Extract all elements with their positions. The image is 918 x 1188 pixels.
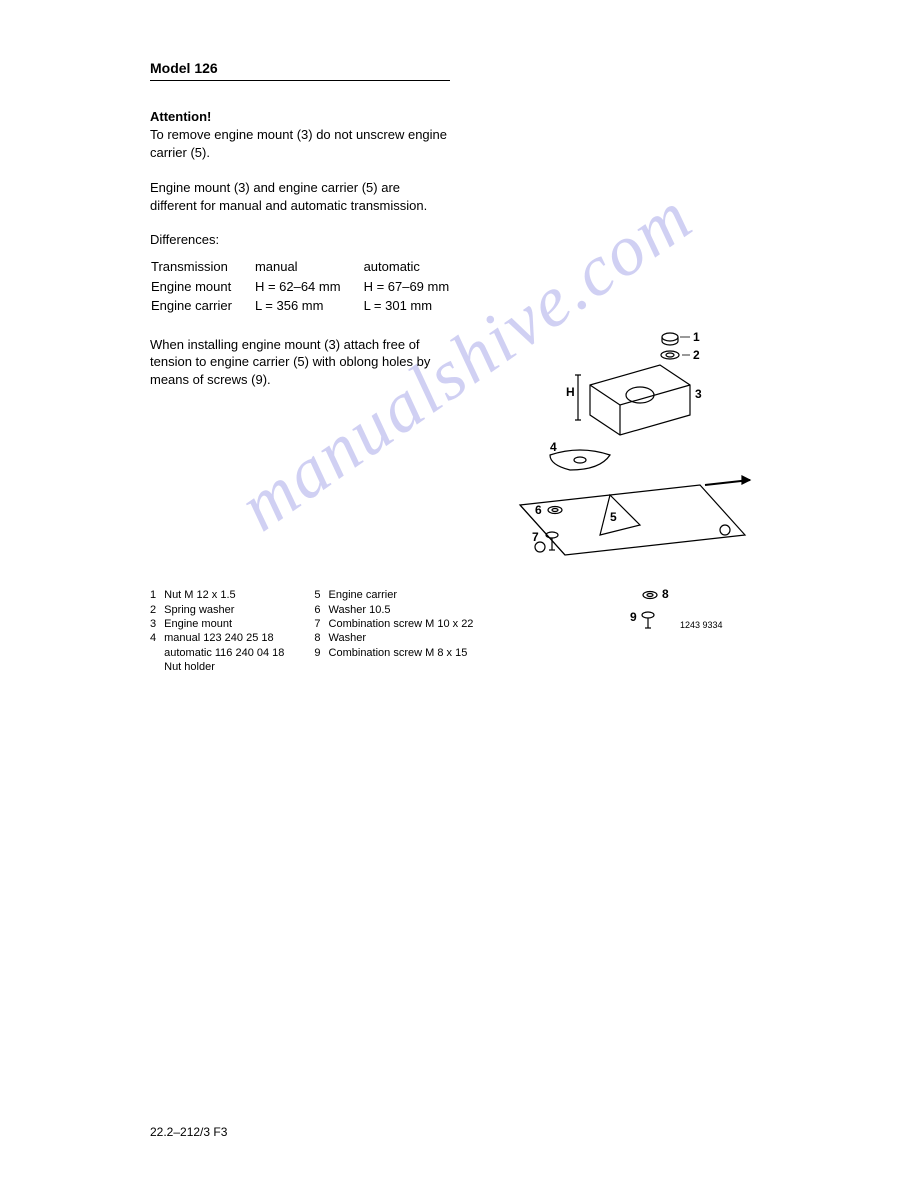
differences-table: Transmission manual automatic Engine mou… — [150, 257, 471, 316]
parts-left-nums: 1 2 3 4 — [150, 588, 156, 674]
diagram-label-8: 8 — [662, 587, 669, 601]
parts-left-items: Nut M 12 x 1.5 Spring washer Engine moun… — [164, 588, 284, 674]
figure-id: 1243 9334 — [680, 620, 723, 630]
part-item: manual 123 240 25 18 — [164, 631, 284, 645]
para-remove: To remove engine mount (3) do not unscre… — [150, 126, 450, 161]
part-item: Washer — [329, 631, 474, 645]
table-cell: Engine mount — [150, 277, 254, 297]
diagram-label-9: 9 — [630, 610, 637, 624]
table-cell: H = 67–69 mm — [363, 277, 472, 297]
part-num: 2 — [150, 603, 156, 617]
table-cell: H = 62–64 mm — [254, 277, 363, 297]
para-install: When installing engine mount (3) attach … — [150, 336, 450, 389]
part-num: 3 — [150, 617, 156, 631]
diagram-label-2: 2 — [693, 348, 700, 362]
part-num: 6 — [314, 603, 320, 617]
page-footer: 22.2–212/3 F3 — [150, 1125, 227, 1139]
part-item: Combination screw M 10 x 22 — [329, 617, 474, 631]
parts-right-nums: 5 6 7 8 9 — [314, 588, 320, 674]
table-cell: Engine carrier — [150, 296, 254, 316]
diagram-label-h: H — [566, 385, 575, 399]
page-title: Model 126 — [150, 60, 450, 81]
table-cell: manual — [254, 257, 363, 277]
attention-heading: Attention! — [150, 109, 770, 124]
diagram-label-4: 4 — [550, 440, 557, 454]
diagram-label-6: 6 — [535, 503, 542, 517]
part-num: 1 — [150, 588, 156, 602]
exploded-diagram: 1 2 3 4 5 6 7 8 9 H 1243 9334 — [490, 325, 760, 635]
part-item: Combination screw M 8 x 15 — [329, 646, 474, 660]
part-item: Engine carrier — [329, 588, 474, 602]
parts-right-column: 5 6 7 8 9 Engine carrier Washer 10.5 Com… — [314, 588, 473, 674]
part-num: 8 — [314, 631, 320, 645]
part-num: 5 — [314, 588, 320, 602]
differences-label: Differences: — [150, 232, 770, 247]
part-item: Spring washer — [164, 603, 284, 617]
table-cell: L = 356 mm — [254, 296, 363, 316]
part-item: Engine mount — [164, 617, 284, 631]
table-cell: Transmission — [150, 257, 254, 277]
table-cell: L = 301 mm — [363, 296, 472, 316]
part-item: Washer 10.5 — [329, 603, 474, 617]
diagram-svg — [490, 325, 760, 635]
table-cell: automatic — [363, 257, 472, 277]
table-row: Engine mount H = 62–64 mm H = 67–69 mm — [150, 277, 471, 297]
table-row: Engine carrier L = 356 mm L = 301 mm — [150, 296, 471, 316]
diagram-label-5: 5 — [610, 510, 617, 524]
diagram-label-1: 1 — [693, 330, 700, 344]
parts-right-items: Engine carrier Washer 10.5 Combination s… — [329, 588, 474, 674]
part-item: Nut holder — [164, 660, 284, 674]
part-num: 7 — [314, 617, 320, 631]
para-diff-intro: Engine mount (3) and engine carrier (5) … — [150, 179, 450, 214]
diagram-label-7: 7 — [532, 530, 539, 544]
parts-left-column: 1 2 3 4 Nut M 12 x 1.5 Spring washer Eng… — [150, 588, 284, 674]
diagram-label-3: 3 — [695, 387, 702, 401]
part-item: Nut M 12 x 1.5 — [164, 588, 284, 602]
part-item: automatic 116 240 04 18 — [164, 646, 284, 660]
table-row: Transmission manual automatic — [150, 257, 471, 277]
part-num: 4 — [150, 631, 156, 645]
part-num: 9 — [314, 646, 320, 660]
